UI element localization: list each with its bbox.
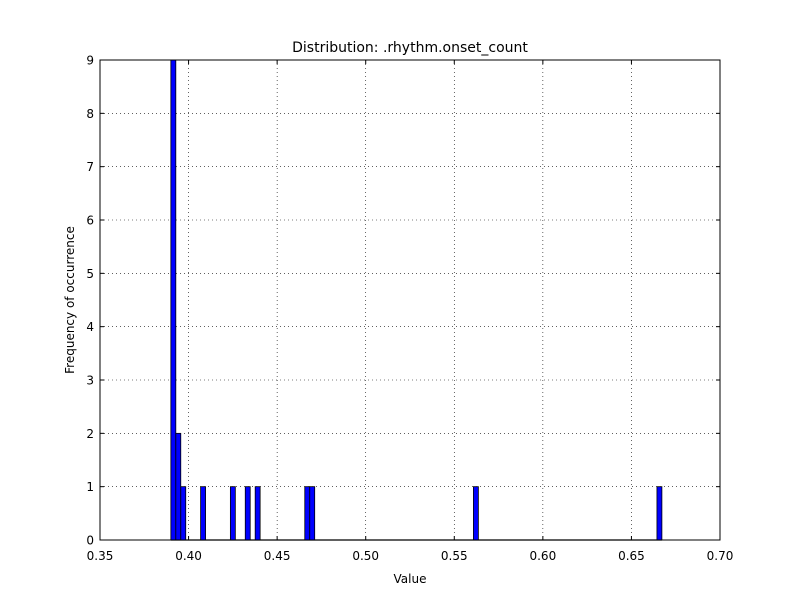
y-tick-label: 6 bbox=[86, 214, 94, 228]
histogram-bar bbox=[473, 486, 479, 541]
y-axis-label: Frequency of occurrence bbox=[63, 226, 77, 374]
histogram-bar bbox=[200, 486, 206, 541]
histogram-bar bbox=[254, 486, 261, 541]
y-tick-label: 3 bbox=[86, 374, 94, 388]
histogram-bar bbox=[180, 486, 187, 541]
x-tick-label: 0.70 bbox=[707, 549, 734, 563]
histogram-bar bbox=[229, 486, 236, 541]
x-tick-label: 0.50 bbox=[352, 549, 379, 563]
x-axis-label: Value bbox=[394, 572, 427, 586]
histogram-bar bbox=[175, 432, 182, 541]
histogram-bar bbox=[309, 486, 316, 541]
x-tick-label: 0.35 bbox=[87, 549, 114, 563]
plot-area bbox=[100, 60, 720, 540]
y-tick-label: 8 bbox=[86, 107, 94, 121]
chart-title: Distribution: .rhythm.onset_count bbox=[292, 40, 528, 56]
axis-ticks bbox=[99, 59, 721, 541]
x-tick-label: 0.65 bbox=[618, 549, 645, 563]
x-tick-label: 0.40 bbox=[175, 549, 202, 563]
histogram-bar bbox=[304, 486, 311, 541]
x-tick-label: 0.45 bbox=[264, 549, 291, 563]
y-tick-label: 7 bbox=[86, 160, 94, 174]
y-tick-label: 1 bbox=[86, 480, 94, 494]
plot-frame bbox=[99, 59, 721, 541]
y-tick-label: 2 bbox=[86, 427, 94, 441]
histogram-bar bbox=[656, 486, 663, 541]
y-tick-label: 0 bbox=[86, 534, 94, 548]
x-tick-labels: 0.35 0.40 0.45 0.50 0.55 0.60 0.65 0.70 bbox=[87, 549, 734, 563]
x-tick-label: 0.55 bbox=[441, 549, 468, 563]
y-tick-labels: 0 1 2 3 4 5 6 7 8 9 bbox=[86, 54, 94, 548]
y-tick-label: 9 bbox=[86, 54, 94, 68]
histogram-bar bbox=[244, 486, 251, 541]
histogram-bar bbox=[170, 59, 177, 541]
grid-lines bbox=[100, 60, 720, 540]
y-tick-label: 5 bbox=[86, 267, 94, 281]
x-tick-label: 0.60 bbox=[529, 549, 556, 563]
y-tick-label: 4 bbox=[86, 320, 94, 334]
